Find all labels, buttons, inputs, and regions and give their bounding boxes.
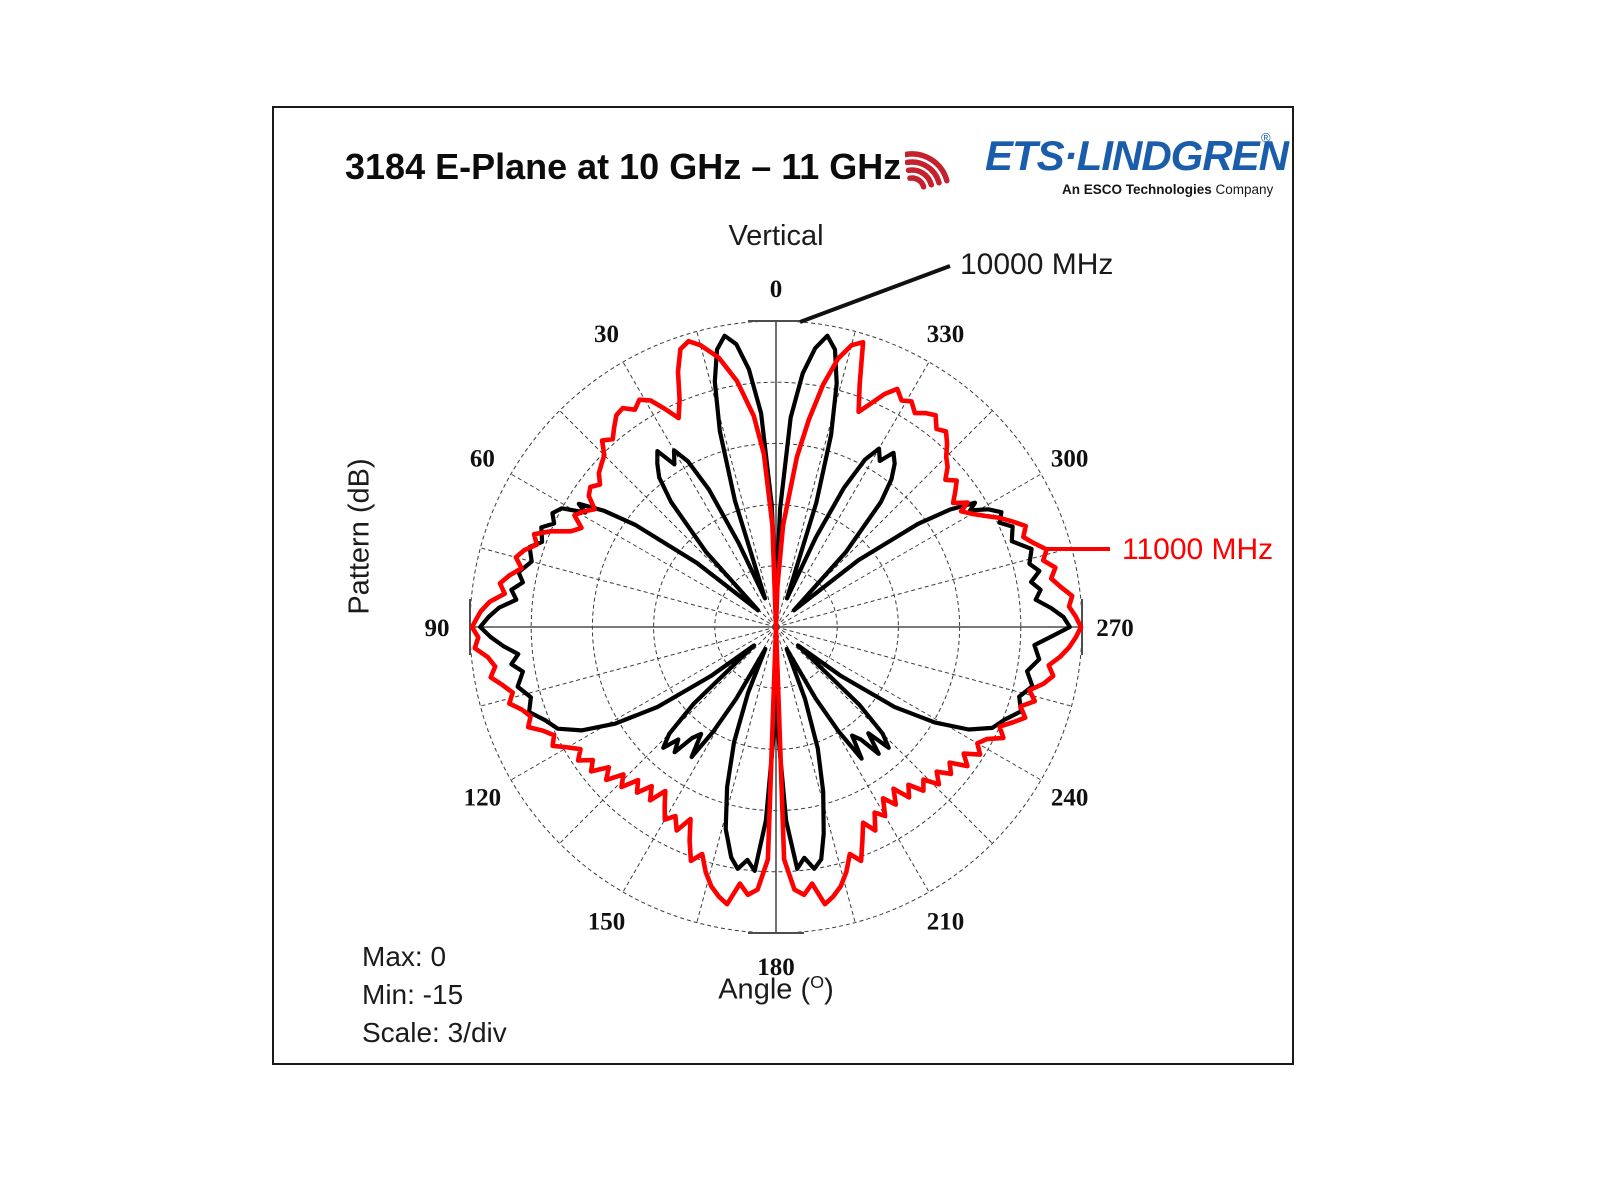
polar-grid: 0 30 60 90 120 150 180 210 240 270 300 330 (425, 276, 1134, 981)
angle-tick-label-270: 270 (1096, 615, 1134, 642)
top-orientation-label: Vertical (728, 220, 824, 252)
scale-max: Max: 0 (362, 941, 447, 972)
page-title: 3184 E-Plane at 10 GHz – 11 GHz (345, 146, 902, 187)
angle-tick-label-210: 210 (927, 908, 965, 935)
angle-tick-label-120: 120 (464, 784, 502, 811)
angle-axis-label: Angle (O) (718, 972, 834, 1006)
logo-brand-text: ETS·LINDGREN (985, 132, 1289, 179)
angle-tick-label-60: 60 (470, 445, 495, 472)
tagline-rest: Company (1211, 182, 1274, 197)
angle-tick-label-30: 30 (594, 321, 619, 348)
pattern-traces (469, 333, 1084, 907)
angle-tick-label-330: 330 (927, 321, 965, 348)
trace-11000-mhz (469, 338, 1084, 907)
angle-tick-label-150: 150 (588, 908, 626, 935)
scale-min: Min: -15 (362, 979, 464, 1010)
chart-frame-border (272, 106, 1294, 1065)
scale-div: Scale: 3/div (362, 1017, 507, 1048)
registered-mark: ® (1261, 130, 1271, 145)
tagline-bold: An ESCO Technologies (1062, 182, 1212, 197)
angle-tick-label-300: 300 (1051, 445, 1089, 472)
ets-lindgren-logo: ETS·LINDGREN ® An ESCO Technologies Comp… (902, 130, 1295, 202)
radio-waves-icon (902, 151, 950, 190)
callout-line-10000mhz (799, 264, 951, 324)
angle-tick-label-240: 240 (1051, 784, 1089, 811)
logo-tagline: An ESCO Technologies Company (1062, 182, 1273, 197)
legend-label-10000mhz: 10000 MHz (960, 248, 1114, 281)
angle-tick-label-90: 90 (425, 615, 450, 642)
angle-tick-label-180: 180 (757, 954, 795, 981)
scale-info-block: Max: 0 Min: -15 Scale: 3/div (362, 938, 507, 1052)
angle-tick-label-0: 0 (770, 276, 783, 303)
legend-label-11000mhz: 11000 MHz (1122, 533, 1274, 566)
